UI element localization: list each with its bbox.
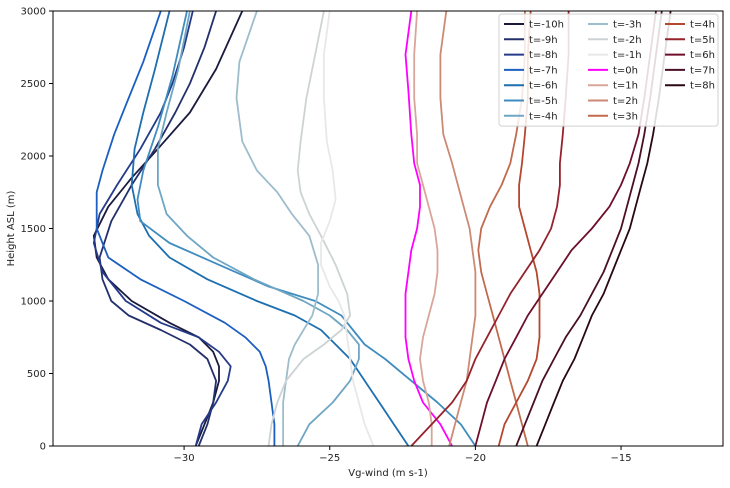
- series-line-t-0h: [404, 11, 453, 446]
- legend-item: t=-1h: [588, 50, 642, 61]
- legend-label: t=-4h: [529, 111, 558, 122]
- series-line-t-5h: [136, 11, 477, 446]
- legend: t=-10h t=-9h t=-8h t=-7h t=-6h t=-5h t=-4h t=-3…: [498, 13, 719, 127]
- legend-item: t=8h: [665, 81, 715, 92]
- legend-item: t=1h: [588, 81, 638, 92]
- legend-item: t=2h: [588, 96, 638, 107]
- y-tick-label: 0: [40, 442, 46, 453]
- legend-item: t=-4h: [504, 111, 558, 122]
- y-axis-label: Height ASL (m): [6, 191, 17, 267]
- legend-label: t=-1h: [613, 50, 642, 61]
- series-line-t-2h: [267, 11, 352, 446]
- legend-item: t=-5h: [504, 96, 558, 107]
- legend-label: t=-5h: [529, 96, 558, 107]
- legend-item: t=-2h: [588, 35, 642, 46]
- series-line-t-9h: [98, 11, 218, 446]
- series-line-t-8h: [535, 11, 672, 446]
- legend-item: t=-3h: [588, 20, 642, 31]
- series-line-t-8h: [92, 11, 232, 446]
- legend-item: t=-8h: [504, 50, 558, 61]
- x-axis-ticks: −30 −25 −20 −15: [174, 446, 632, 464]
- legend-item: t=-9h: [504, 35, 558, 46]
- legend-label: t=4h: [690, 20, 715, 31]
- legend-label: t=-7h: [529, 65, 558, 76]
- series-line-t-6h: [130, 11, 410, 446]
- legend-label: t=1h: [613, 81, 638, 92]
- y-tick-label: 2000: [21, 152, 46, 163]
- series-line-t-2h: [439, 11, 477, 446]
- legend-item: t=0h: [588, 65, 638, 76]
- legend-label: t=-3h: [613, 20, 642, 31]
- series-line-t-6h: [474, 11, 657, 446]
- legend-item: t=5h: [665, 35, 715, 46]
- legend-item: t=3h: [588, 111, 638, 122]
- legend-label: t=-8h: [529, 50, 558, 61]
- series-line-t-3h: [477, 11, 529, 446]
- legend-label: t=6h: [690, 50, 715, 61]
- legend-item: t=-6h: [504, 81, 558, 92]
- legend-item: t=-7h: [504, 65, 558, 76]
- y-tick-label: 500: [27, 369, 46, 380]
- legend-item: t=-10h: [504, 20, 564, 31]
- x-tick-label: −15: [610, 453, 631, 464]
- legend-item: t=4h: [665, 20, 715, 31]
- legend-label: t=8h: [690, 81, 715, 92]
- y-axis-ticks: 0 500 1000 1500 2000 2500 3000: [21, 7, 53, 453]
- series-line-t-7h: [95, 11, 276, 446]
- legend-label: t=7h: [690, 65, 715, 76]
- series-line-t-5h: [410, 11, 570, 446]
- series-line-t-4h: [156, 11, 360, 446]
- legend-label: t=3h: [613, 111, 638, 122]
- series-lines: [92, 11, 672, 446]
- series-line-t-1h: [413, 11, 439, 446]
- x-axis-label: Vg-wind (m s-1): [348, 468, 428, 479]
- legend-label: t=2h: [613, 96, 638, 107]
- series-line-t-3h: [235, 11, 320, 446]
- legend-box: [498, 13, 719, 127]
- legend-label: t=-2h: [613, 35, 642, 46]
- legend-item: t=7h: [665, 65, 715, 76]
- legend-label: t=-10h: [529, 20, 564, 31]
- series-line-t-1h: [320, 11, 375, 446]
- legend-label: t=0h: [613, 65, 638, 76]
- series-line-t-4h: [497, 11, 541, 446]
- y-tick-label: 1000: [21, 297, 46, 308]
- legend-label: t=-9h: [529, 35, 558, 46]
- y-tick-label: 1500: [21, 224, 46, 235]
- x-tick-label: −25: [319, 453, 340, 464]
- legend-label: t=5h: [690, 35, 715, 46]
- x-tick-label: −20: [465, 453, 486, 464]
- y-tick-label: 2500: [21, 79, 46, 90]
- series-line-t-7h: [515, 11, 663, 446]
- legend-label: t=-6h: [529, 81, 558, 92]
- x-tick-label: −30: [174, 453, 195, 464]
- y-tick-label: 3000: [21, 7, 46, 18]
- legend-item: t=6h: [665, 50, 715, 61]
- series-line-t-10h: [92, 11, 244, 446]
